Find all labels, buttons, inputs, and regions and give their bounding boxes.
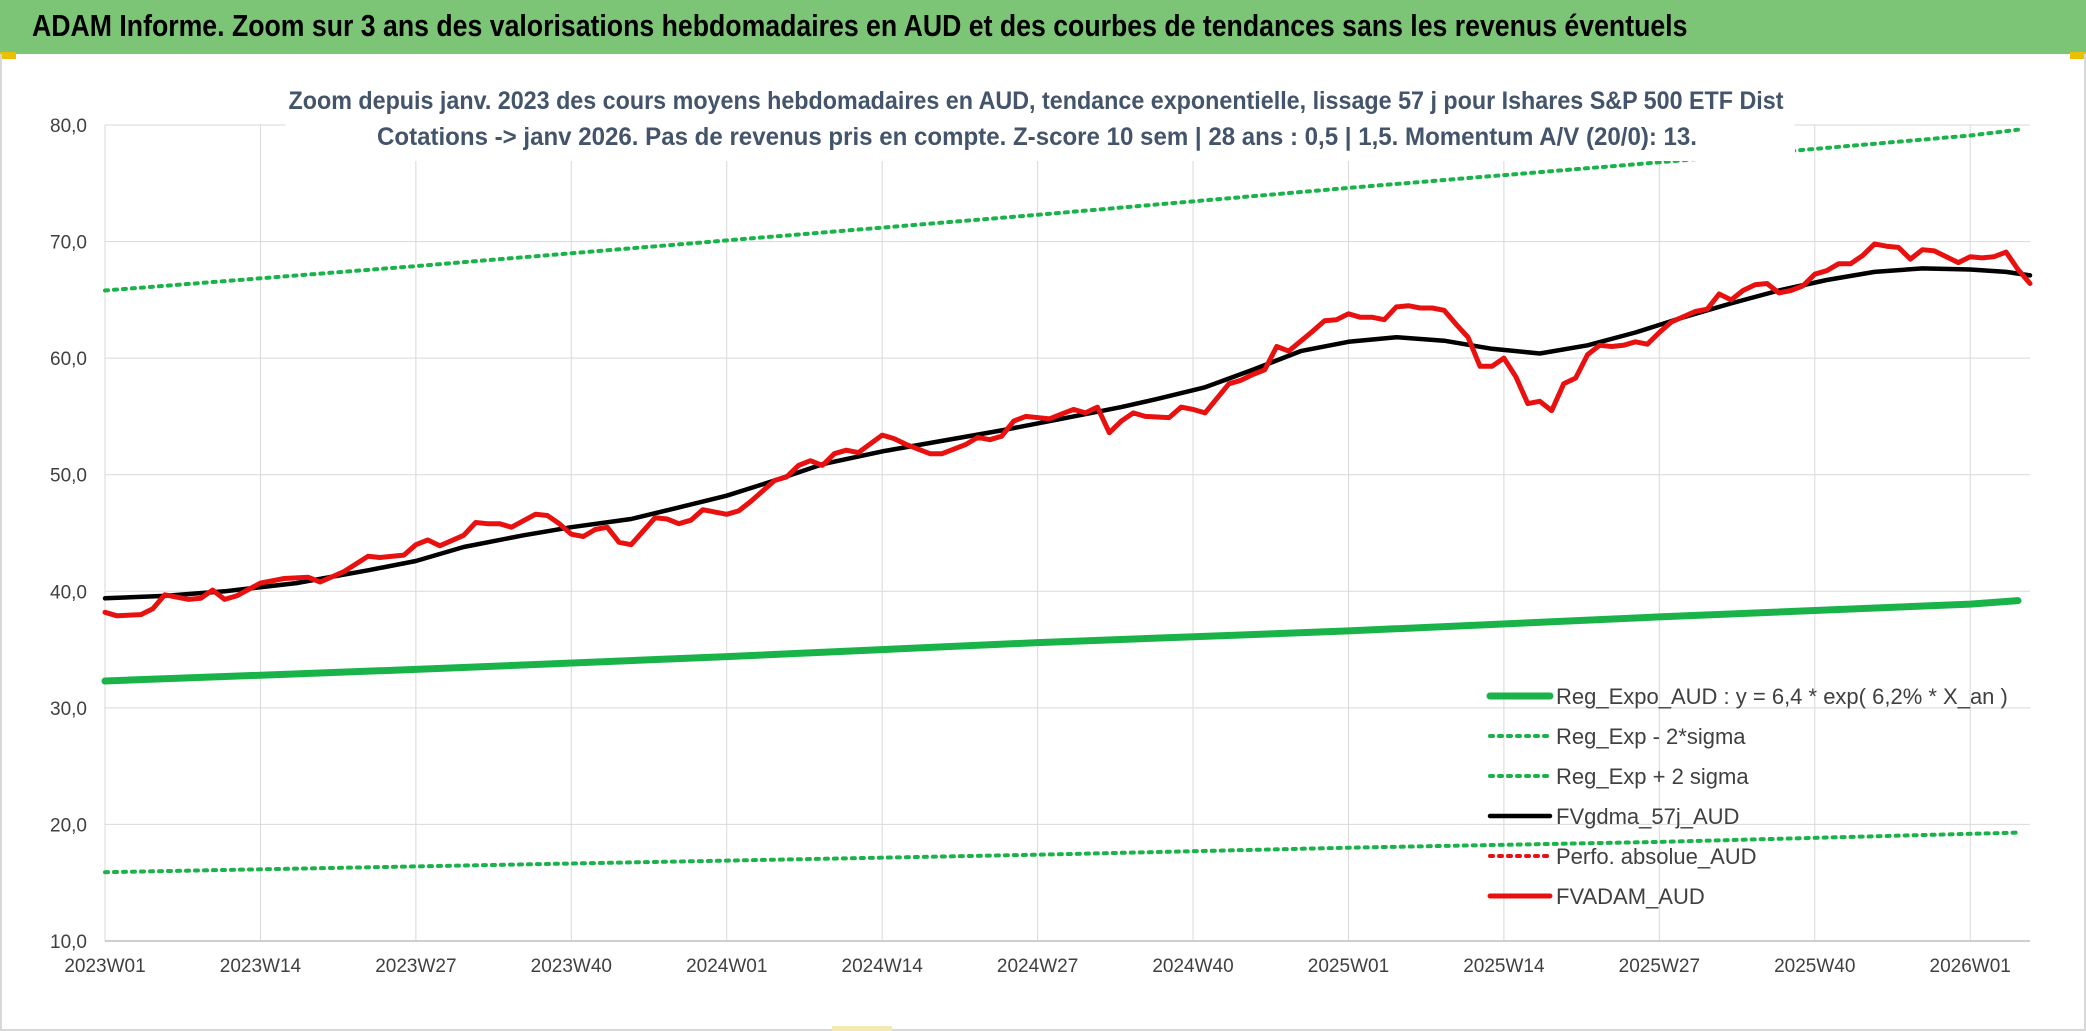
legend-label: Reg_Exp + 2 sigma <box>1556 764 1749 789</box>
series-line-5 <box>102 241 2033 619</box>
line-chart: Zoom depuis janv. 2023 des cours moyens … <box>50 81 2033 977</box>
x-tick-label: 2025W01 <box>1308 956 1389 977</box>
x-tick-label: 2025W27 <box>1619 956 1700 977</box>
y-tick-label: 60,0 <box>50 349 87 370</box>
series-line-0 <box>101 597 2022 685</box>
y-tick-label: 10,0 <box>50 932 87 953</box>
legend-label: Reg_Expo_AUD : y = 6,4 * exp( 6,2% * X_a… <box>1556 684 2008 709</box>
x-tick-label: 2024W27 <box>997 956 1078 977</box>
series-line-3 <box>102 266 2033 601</box>
y-tick-label: 40,0 <box>50 582 87 603</box>
banner-corner-right <box>2070 52 2086 59</box>
y-tick-label: 50,0 <box>50 466 87 487</box>
legend-label: FVgdma_57j_AUD <box>1556 804 1739 829</box>
x-tick-label: 2023W40 <box>531 956 612 977</box>
x-tick-label: 2023W27 <box>375 956 456 977</box>
chart-title: Zoom depuis janv. 2023 des cours moyens … <box>289 87 1785 115</box>
y-tick-label: 80,0 <box>50 116 87 137</box>
y-tick-label: 20,0 <box>50 815 87 836</box>
x-tick-label: 2025W14 <box>1463 956 1545 977</box>
x-tick-label: 2024W14 <box>842 956 924 977</box>
series-line-2 <box>103 127 2020 293</box>
legend-label: Perfo. absolue_AUD <box>1556 844 1757 869</box>
x-tick-label: 2024W01 <box>686 956 767 977</box>
bottom-marker <box>832 1026 892 1031</box>
report-title: ADAM Informe. Zoom sur 3 ans des valoris… <box>32 8 1688 43</box>
series-line-1 <box>103 830 2020 875</box>
x-tick-label: 2023W14 <box>220 956 302 977</box>
legend-label: FVADAM_AUD <box>1556 884 1705 909</box>
banner-corner-left <box>0 52 16 59</box>
x-tick-label: 2024W40 <box>1152 956 1233 977</box>
title-backdrop <box>285 81 1795 161</box>
series-layer <box>101 127 2033 875</box>
legend-label: Reg_Exp - 2*sigma <box>1556 724 1746 749</box>
axis-labels: 10,0 20,0 30,0 40,0 50,0 60,0 70,0 80,0 2023W01 2… <box>50 116 2011 977</box>
x-tick-label: 2023W01 <box>64 956 145 977</box>
chart-subtitle: Cotations -> janv 2026. Pas de revenus p… <box>377 123 1697 151</box>
y-tick-label: 70,0 <box>50 233 87 254</box>
x-tick-label: 2026W01 <box>1930 956 2011 977</box>
report-banner: ADAM Informe. Zoom sur 3 ans des valoris… <box>0 0 2086 54</box>
y-tick-label: 30,0 <box>50 699 87 720</box>
chart-frame <box>0 54 2086 1031</box>
legend: Reg_Expo_AUD : y = 6,4 * exp( 6,2% * X_a… <box>1486 684 2008 909</box>
x-tick-label: 2025W40 <box>1774 956 1855 977</box>
grid <box>104 124 2030 942</box>
